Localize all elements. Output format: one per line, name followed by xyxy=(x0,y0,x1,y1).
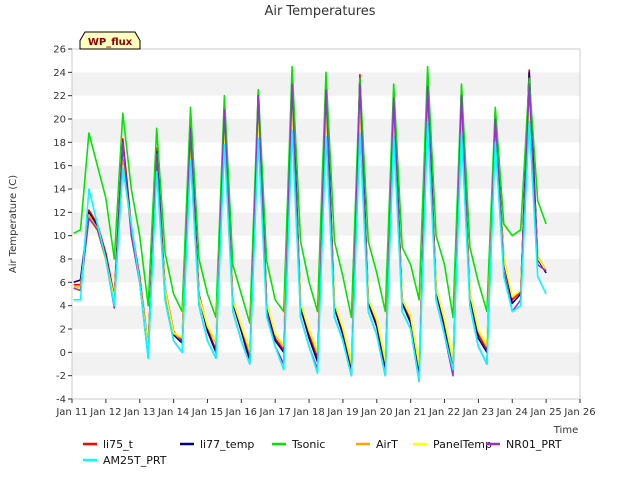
legend-label-paneltemp: PanelTemp xyxy=(433,438,492,451)
x-tick-label: Jan 12 xyxy=(89,407,121,418)
x-tick-label: Jan 26 xyxy=(563,407,595,418)
y-tick-label: 14 xyxy=(53,185,66,196)
site-badge: WP_flux xyxy=(79,31,141,50)
y-tick-label: 4 xyxy=(60,301,66,312)
y-tick-label: -2 xyxy=(56,371,66,382)
plot-frame xyxy=(71,48,581,400)
y-tick-label: 18 xyxy=(53,138,66,149)
grid-band xyxy=(72,189,580,213)
grid-band xyxy=(72,375,580,399)
legend-label-tsonic: Tsonic xyxy=(291,438,325,451)
y-tick-label: 0 xyxy=(60,348,66,359)
y-tick-label: 22 xyxy=(53,91,66,102)
legend-label-am25t_prt: AM25T_PRT xyxy=(103,454,167,467)
grid-band xyxy=(72,49,580,73)
y-tick-label: 6 xyxy=(60,278,66,289)
y-tick-label: 16 xyxy=(53,161,66,172)
x-axis: Jan 11 Jan 12 Jan 13 Jan 14 Jan 15 Jan 16 Jan … xyxy=(55,399,596,418)
legend: li75_t li77_temp Tsonic AirT PanelTemp NR01_P… xyxy=(83,438,562,467)
x-tick-label: Jan 11 xyxy=(55,407,87,418)
grid-band xyxy=(72,165,580,189)
chart-title: Air Temperatures xyxy=(264,4,375,19)
x-tick-label: Jan 23 xyxy=(462,407,494,418)
grid-band xyxy=(72,259,580,283)
x-tick-label: Jan 19 xyxy=(326,407,358,418)
x-tick-label: Jan 25 xyxy=(529,407,561,418)
x-tick-label: Jan 15 xyxy=(191,407,223,418)
y-tick-label: 8 xyxy=(60,255,66,266)
x-tick-label: Jan 17 xyxy=(259,407,291,418)
x-tick-label: Jan 21 xyxy=(394,407,426,418)
x-tick-label: Jan 22 xyxy=(428,407,460,418)
y-tick-label: 10 xyxy=(53,231,66,242)
series-lines xyxy=(73,65,547,383)
grid-band xyxy=(72,212,580,236)
x-tick-label: Jan 24 xyxy=(496,407,528,418)
legend-label-nr01_prt: NR01_PRT xyxy=(506,438,562,451)
y-tick-label: 24 xyxy=(53,68,66,79)
site-badge-box xyxy=(79,31,141,50)
x-tick-label: Jan 14 xyxy=(157,407,189,418)
x-tick-label: Jan 20 xyxy=(360,407,392,418)
series-line-am25t_prt xyxy=(73,120,547,383)
y-tick-label: -4 xyxy=(56,395,66,406)
y-tick-label: 12 xyxy=(53,208,66,219)
x-axis-label: Time xyxy=(553,425,578,436)
legend-label-li77_temp: li77_temp xyxy=(200,438,254,451)
legend-label-li75_t: li75_t xyxy=(103,438,134,451)
series-line-tsonic xyxy=(73,65,547,325)
y-tick-label: 20 xyxy=(53,115,66,126)
y-tick-label: 26 xyxy=(53,45,66,56)
x-tick-label: Jan 16 xyxy=(225,407,257,418)
legend-label-airt: AirT xyxy=(376,438,398,451)
site-badge-label: WP_flux xyxy=(88,37,133,48)
y-tick-label: 2 xyxy=(60,325,66,336)
x-tick-label: Jan 13 xyxy=(123,407,155,418)
x-tick-label: Jan 18 xyxy=(292,407,324,418)
grid-band xyxy=(72,305,580,329)
y-axis-label: Air Temperature (C) xyxy=(8,175,19,273)
